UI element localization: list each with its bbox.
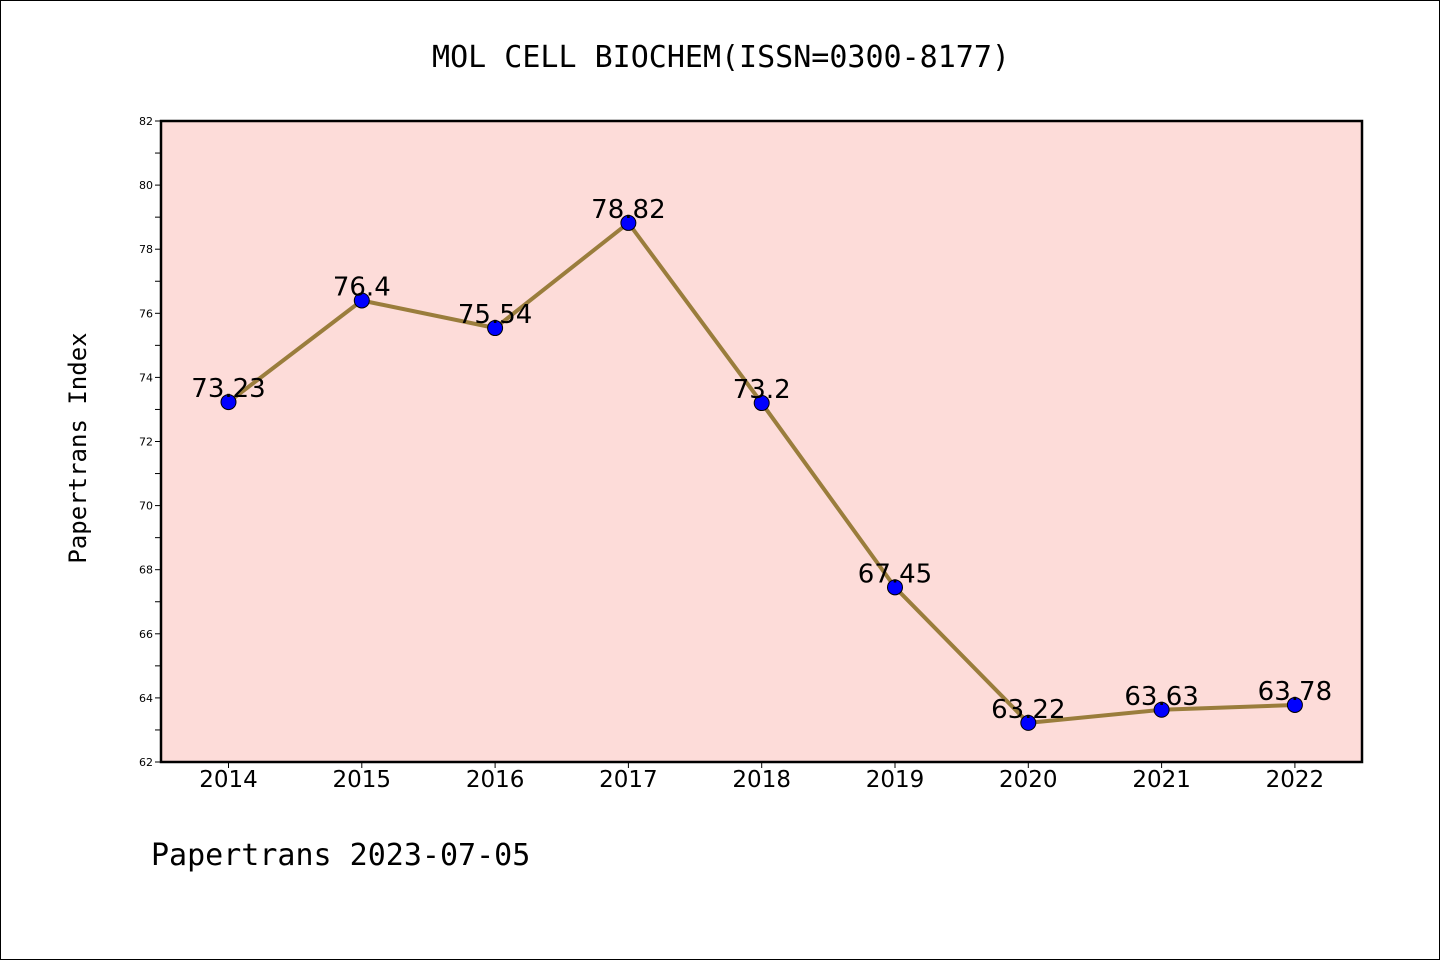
y-tick-label: 80: [139, 179, 153, 192]
data-label: 76.4: [333, 272, 391, 302]
data-point: [220, 394, 237, 411]
y-tick-label: 76: [139, 307, 153, 320]
y-tick-label: 62: [139, 756, 153, 769]
y-tick-label: 82: [139, 115, 153, 128]
y-tick-label: 66: [139, 628, 153, 641]
data-point: [753, 395, 770, 412]
data-point: [353, 292, 370, 309]
y-tick-label: 78: [139, 243, 153, 256]
data-point: [1153, 701, 1170, 718]
y-tick-label: 74: [139, 371, 153, 384]
data-label: 63.63: [1124, 682, 1198, 712]
x-tick-label: 2021: [1132, 767, 1191, 793]
data-label: 63.22: [991, 695, 1065, 725]
x-tick-label: 2019: [866, 767, 925, 793]
data-label: 67.45: [858, 559, 932, 589]
y-axis-label: Papertrans Index: [64, 332, 92, 563]
data-label: 63.78: [1258, 677, 1332, 707]
y-tick-label: 68: [139, 564, 153, 577]
data-point: [620, 214, 637, 231]
series-layer: [220, 214, 1303, 731]
x-tick-label: 2018: [732, 767, 791, 793]
y-tick-label: 72: [139, 436, 153, 449]
x-tick-label: 2016: [466, 767, 525, 793]
tick-layer: 62 64 66 68 70 72 74 76 78 80 82 2014 2015 2016 2017 20…: [139, 115, 1324, 793]
x-tick-label: 2017: [599, 767, 658, 793]
plot-area: [161, 121, 1362, 762]
x-tick-label: 2020: [999, 767, 1058, 793]
data-label: 73.2: [733, 375, 791, 405]
data-label: 75.54: [458, 300, 532, 330]
data-point: [1286, 696, 1303, 713]
data-label-layer: 73.23 76.4 75.54 78.82 73.2 67.45 63.22 63.63 63…: [191, 195, 1332, 725]
data-point: [887, 579, 903, 596]
data-point: [1020, 714, 1037, 731]
x-tick-label: 2015: [333, 767, 392, 793]
x-tick-label: 2014: [199, 767, 258, 793]
data-label: 73.23: [191, 374, 265, 404]
x-tick-label: 2022: [1266, 767, 1325, 793]
footer-text: Papertrans 2023-07-05: [151, 838, 530, 873]
data-label: 78.82: [591, 195, 665, 225]
y-tick-label: 64: [139, 692, 153, 705]
y-tick-label: 70: [139, 500, 153, 513]
data-point: [487, 320, 504, 337]
chart-title: MOL CELL BIOCHEM(ISSN=0300-8177): [432, 40, 1010, 75]
plot-border: [159, 119, 1364, 764]
